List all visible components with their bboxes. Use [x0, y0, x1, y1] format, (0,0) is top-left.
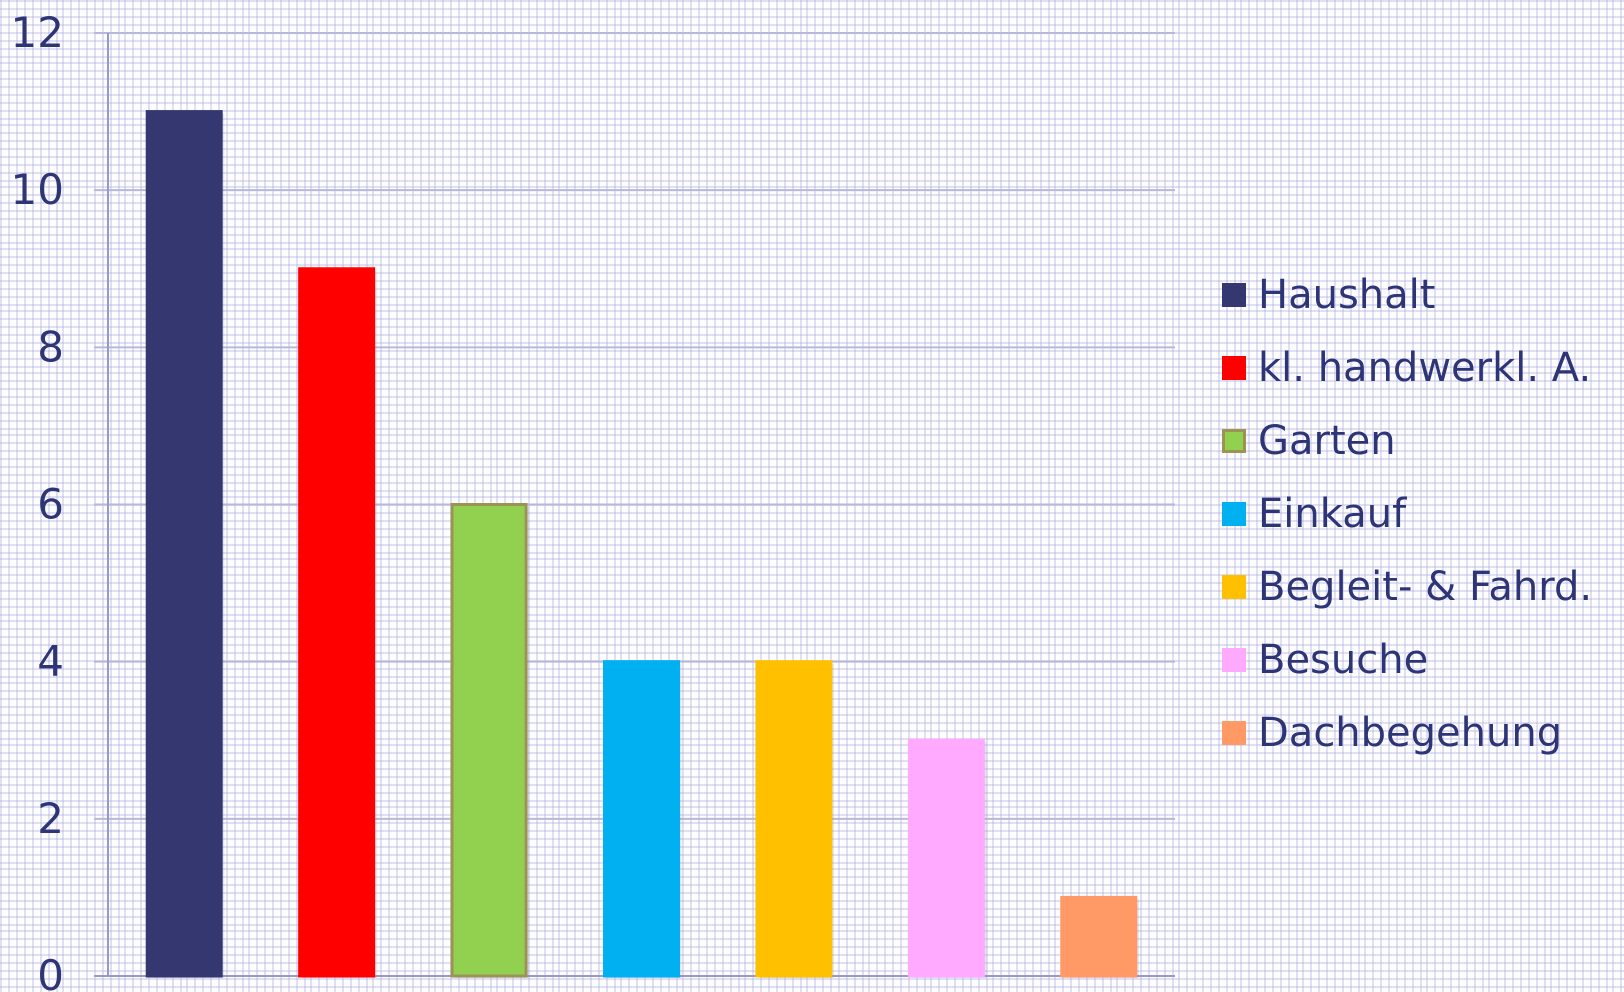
bar-1	[298, 267, 376, 978]
legend-item: Einkauf	[1222, 477, 1592, 550]
legend-item: Besuche	[1222, 623, 1592, 696]
legend-swatch	[1222, 647, 1246, 672]
legend-label: Garten	[1258, 417, 1396, 464]
legend-swatch	[1222, 720, 1246, 745]
bar-4	[755, 660, 833, 978]
legend-swatch	[1222, 282, 1246, 307]
legend-label: Begleit- & Fahrd.	[1258, 563, 1593, 610]
legend-label: kl. handwerkl. A.	[1258, 344, 1592, 391]
bar-5	[907, 738, 985, 978]
legend-item: kl. handwerkl. A.	[1222, 331, 1592, 404]
y-tick-label: 2	[37, 794, 64, 843]
legend: Haushalt kl. handwerkl. A. Garten Einkauf Be…	[1222, 258, 1592, 769]
y-tick-label: 6	[37, 480, 64, 529]
legend-swatch	[1222, 501, 1246, 526]
legend-label: Dachbegehung	[1258, 709, 1563, 756]
bar-3	[603, 660, 680, 978]
legend-item: Begleit- & Fahrd.	[1222, 550, 1592, 623]
y-tick-label: 8	[37, 322, 64, 371]
bar-2	[450, 503, 528, 978]
legend-item: Garten	[1222, 404, 1592, 477]
legend-swatch	[1222, 574, 1246, 599]
bar-0	[145, 110, 223, 978]
legend-label: Besuche	[1258, 636, 1429, 683]
legend-swatch	[1222, 355, 1246, 380]
legend-item: Dachbegehung	[1222, 696, 1592, 769]
y-tick-label: 0	[37, 951, 64, 992]
legend-label: Haushalt	[1258, 271, 1436, 318]
y-tick-label: 12	[11, 8, 64, 57]
legend-label: Einkauf	[1258, 490, 1407, 537]
y-tick-label: 10	[11, 165, 64, 214]
legend-item: Haushalt	[1222, 258, 1592, 331]
bar-6	[1060, 895, 1138, 978]
legend-swatch	[1222, 428, 1246, 453]
y-tick-label: 4	[37, 637, 64, 686]
